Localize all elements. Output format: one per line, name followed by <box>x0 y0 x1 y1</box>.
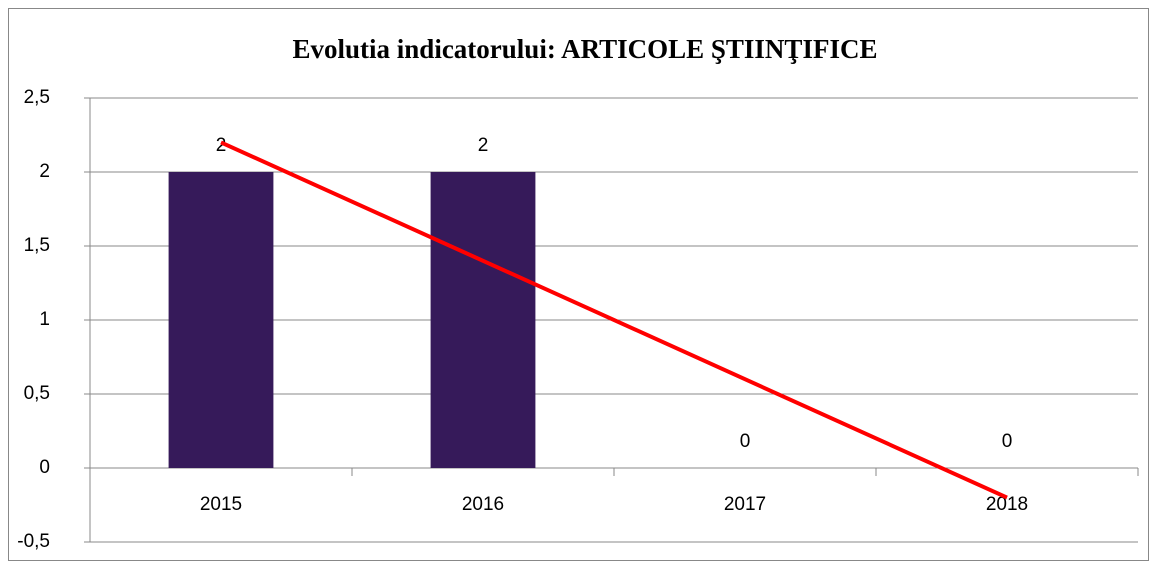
x-tick-label: 2018 <box>986 494 1028 515</box>
data-label: 0 <box>1002 431 1013 452</box>
bar <box>430 172 536 468</box>
x-tick-label: 2016 <box>462 494 504 515</box>
y-tick-label: 0,5 <box>24 383 50 404</box>
data-label: 2 <box>478 135 489 156</box>
y-tick-label: 1 <box>39 309 50 330</box>
trendline <box>220 140 1008 500</box>
bar <box>168 172 274 468</box>
y-tick-label: 0 <box>39 457 50 478</box>
chart-title: Evolutia indicatorului: ARTICOLE ŞTIINŢI… <box>293 34 878 64</box>
y-tick-label: 2 <box>39 161 50 182</box>
data-label: 2 <box>216 135 227 156</box>
data-label: 0 <box>740 431 751 452</box>
x-tick-label: 2017 <box>724 494 766 515</box>
y-tick-label: 2,5 <box>24 87 50 108</box>
y-tick-label: 1,5 <box>24 235 50 256</box>
y-tick-label: -0,5 <box>17 531 50 552</box>
x-tick-label: 2015 <box>200 494 242 515</box>
